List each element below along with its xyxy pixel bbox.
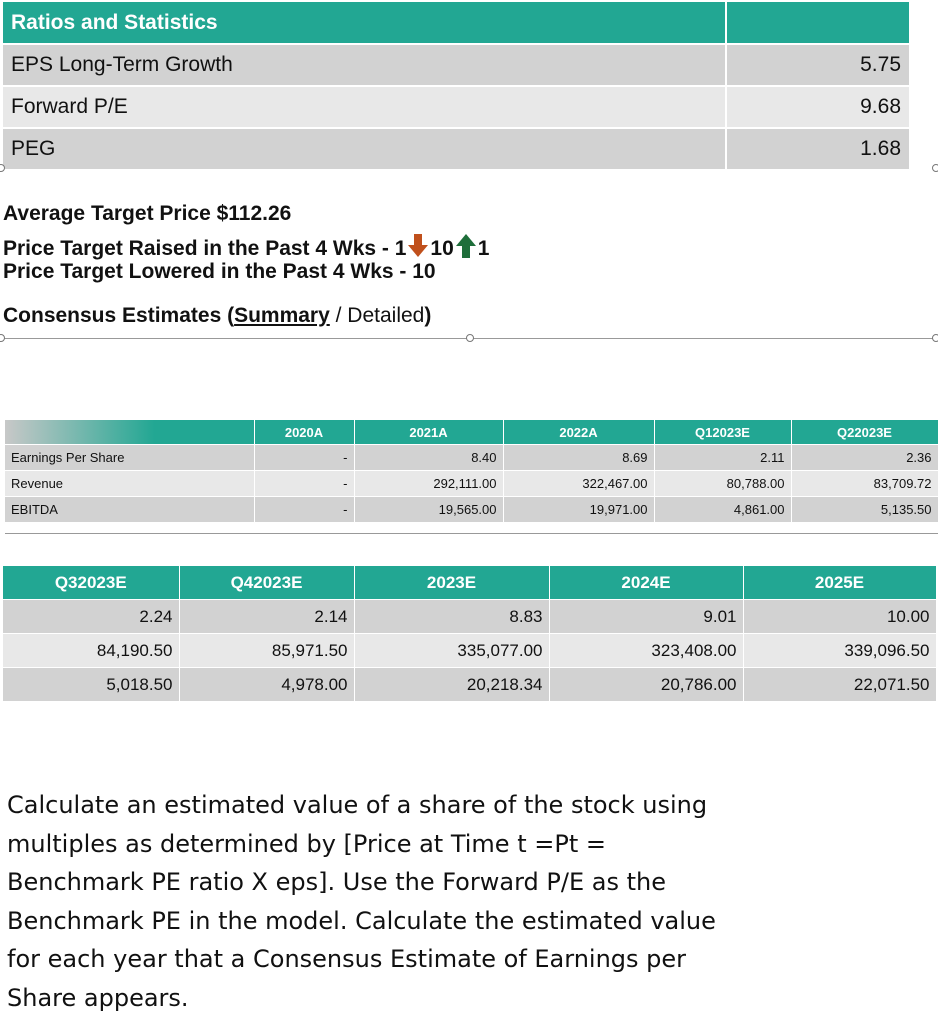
- cell: 8.83: [354, 599, 550, 634]
- cell: 2.36: [791, 444, 938, 471]
- table-row: Earnings Per Share - 8.40 8.69 2.11 2.36: [5, 444, 938, 471]
- header-cell: 2020A: [254, 420, 355, 445]
- cell: 323,408.00: [549, 633, 744, 668]
- ratio-row-forward-pe: Forward P/E 9.68: [3, 86, 911, 129]
- cell: 5,135.50: [791, 496, 938, 523]
- consensus-estimates-heading: Consensus Estimates (Summary / Detailed): [3, 304, 431, 328]
- question-text: Calculate an estimated value of a share …: [7, 791, 716, 1012]
- raised-prefix: Price Target Raised in the Past 4 Wks - …: [3, 237, 407, 260]
- cell: 20,218.34: [354, 667, 550, 702]
- table-row: Revenue - 292,111.00 322,467.00 80,788.0…: [5, 470, 938, 497]
- detailed-link[interactable]: / Detailed: [329, 304, 425, 327]
- divider: [5, 533, 938, 534]
- cell: 339,096.50: [743, 633, 937, 668]
- header-cell: Q12023E: [654, 420, 792, 445]
- header-cell: Q32023E: [3, 566, 180, 600]
- selection-handle[interactable]: [0, 164, 5, 172]
- cell: -: [254, 496, 355, 523]
- cell: 4,861.00: [654, 496, 792, 523]
- ratios-table: Ratios and Statistics EPS Long-Term Grow…: [3, 2, 911, 171]
- table-row: 5,018.50 4,978.00 20,218.34 20,786.00 22…: [3, 667, 937, 702]
- header-cell: Q22023E: [791, 420, 938, 445]
- ratios-header-row: Ratios and Statistics: [3, 2, 911, 45]
- ratio-value: 9.68: [726, 86, 911, 129]
- header-cell: 2022A: [503, 420, 655, 445]
- average-target-price: Average Target Price $112.26: [3, 202, 292, 225]
- row-label: Revenue: [5, 470, 255, 497]
- cell: 4,978.00: [179, 667, 355, 702]
- cell: 22,071.50: [743, 667, 937, 702]
- header-cell: Q42023E: [179, 566, 355, 600]
- table-row: EBITDA - 19,565.00 19,971.00 4,861.00 5,…: [5, 496, 938, 523]
- summary-link[interactable]: Summary: [234, 304, 330, 327]
- cell: 85,971.50: [179, 633, 355, 668]
- cell: 19,565.00: [354, 496, 504, 523]
- ratio-label: Forward P/E: [3, 86, 727, 129]
- row-label: EBITDA: [5, 496, 255, 523]
- ratio-label: PEG: [3, 128, 727, 171]
- cell: 84,190.50: [3, 633, 180, 668]
- cell: 19,971.00: [503, 496, 655, 523]
- header-cell: [5, 420, 255, 445]
- selection-handle[interactable]: [0, 334, 5, 342]
- price-target-lowered: Price Target Lowered in the Past 4 Wks -…: [3, 260, 436, 283]
- raised-mid: 10: [430, 237, 454, 260]
- cell: 322,467.00: [503, 470, 655, 497]
- ratio-row-eps-growth: EPS Long-Term Growth 5.75: [3, 44, 911, 87]
- cell: -: [254, 444, 355, 471]
- cell: 292,111.00: [354, 470, 504, 497]
- cell: 2.14: [179, 599, 355, 634]
- consensus-table-quarterly: Q32023E Q42023E 2023E 2024E 2025E 2.24 2…: [3, 566, 937, 702]
- consensus-header-row: 2020A 2021A 2022A Q12023E Q22023E: [5, 420, 938, 445]
- cell: -: [254, 470, 355, 497]
- ratios-header-blank: [726, 2, 911, 45]
- arrow-up-icon: [455, 234, 476, 258]
- header-cell: 2021A: [354, 420, 504, 445]
- ratio-label: EPS Long-Term Growth: [3, 44, 727, 87]
- cell: 2.24: [3, 599, 180, 634]
- cell: 10.00: [743, 599, 937, 634]
- selection-handle[interactable]: [932, 164, 938, 172]
- selection-handle[interactable]: [932, 334, 938, 342]
- cell: 335,077.00: [354, 633, 550, 668]
- price-target-raised: Price Target Raised in the Past 4 Wks - …: [3, 234, 489, 261]
- ratio-value: 1.68: [726, 128, 911, 171]
- table-row: 2.24 2.14 8.83 9.01 10.00: [3, 599, 937, 634]
- row-label: Earnings Per Share: [5, 444, 255, 471]
- cell: 83,709.72: [791, 470, 938, 497]
- ratios-title: Ratios and Statistics: [3, 2, 727, 45]
- cell: 2.11: [654, 444, 792, 471]
- cell: 20,786.00: [549, 667, 744, 702]
- arrow-down-icon: [408, 234, 429, 258]
- ratio-row-peg: PEG 1.68: [3, 128, 911, 171]
- raised-suffix: 1: [477, 237, 490, 260]
- ratio-value: 5.75: [726, 44, 911, 87]
- cell: 80,788.00: [654, 470, 792, 497]
- header-cell: 2024E: [549, 566, 744, 600]
- cell: 9.01: [549, 599, 744, 634]
- header-cell: 2025E: [743, 566, 937, 600]
- cell: 8.69: [503, 444, 655, 471]
- table-row: 84,190.50 85,971.50 335,077.00 323,408.0…: [3, 633, 937, 668]
- cell: 5,018.50: [3, 667, 180, 702]
- consensus-header-row: Q32023E Q42023E 2023E 2024E 2025E: [3, 566, 937, 600]
- cell: 8.40: [354, 444, 504, 471]
- consensus-prefix: Consensus Estimates (: [3, 304, 235, 327]
- selection-handle[interactable]: [466, 334, 474, 342]
- consensus-suffix: ): [424, 304, 432, 327]
- header-cell: 2023E: [354, 566, 550, 600]
- consensus-table-annual: 2020A 2021A 2022A Q12023E Q22023E Earnin…: [5, 420, 938, 523]
